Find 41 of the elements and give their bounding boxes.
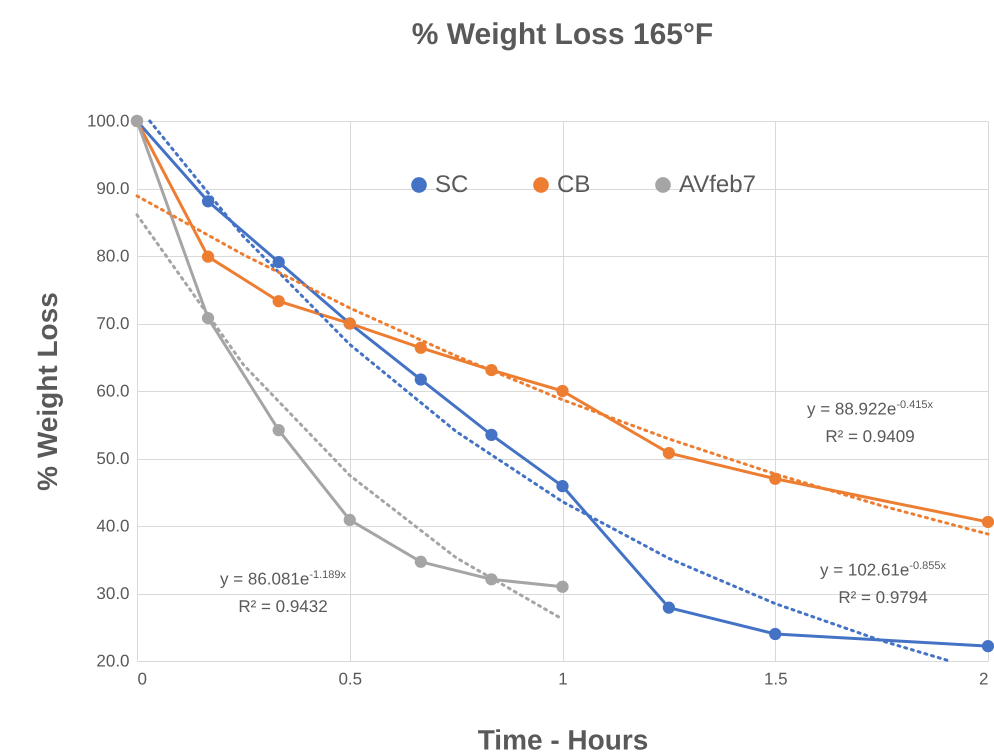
point: [414, 342, 427, 354]
y-tick-label: 80.0: [96, 246, 130, 266]
point: [272, 424, 285, 436]
y-axis-title: % Weight Loss: [32, 292, 63, 491]
x-tick-label: 1: [558, 670, 568, 688]
point: [662, 602, 675, 614]
y-tick-label: 20.0: [96, 652, 130, 670]
chart-title: % Weight Loss 165°F: [412, 18, 714, 51]
x-tick-label: 2: [979, 670, 988, 688]
y-tick-label: 90.0: [96, 179, 130, 198]
x-tick-label: 1.5: [764, 670, 788, 688]
point: [344, 514, 356, 526]
point: [414, 556, 427, 568]
x-tick-label: 0.5: [338, 670, 362, 688]
point: [982, 640, 994, 652]
point: [202, 195, 214, 208]
legend-label: CB: [557, 171, 590, 198]
x-tick-label: 0: [138, 670, 147, 688]
y-tick-label: 70.0: [96, 314, 130, 333]
point: [662, 446, 675, 460]
x-axis-title: Time - Hours: [478, 724, 648, 754]
point: [272, 295, 285, 308]
point: [769, 628, 782, 640]
y-tick-label: 40.0: [96, 516, 130, 536]
text: y = 88.922e$^{-0.415x}$ R² = 0.9409: [806, 399, 934, 446]
y-tick-label: 100.0: [86, 112, 130, 130]
text: y = 86.081e$^{-1.189x}$ R² = 0.9432: [220, 569, 346, 616]
point: [556, 384, 569, 398]
y-tick-label: 60.0: [96, 382, 130, 400]
point: [556, 580, 569, 593]
point: [485, 428, 498, 441]
legend-label: SC: [435, 171, 468, 198]
point: [414, 373, 427, 386]
legend-label: AVfeb7: [679, 171, 756, 198]
point: [272, 256, 285, 268]
point: [982, 516, 994, 528]
point: [556, 480, 569, 492]
point: [202, 250, 214, 263]
y-tick-label: 30.0: [96, 584, 130, 603]
text: y = 102.61e$^{-0.855x}$ R² = 0.9794: [820, 560, 946, 607]
y-tick-label: 50.0: [96, 449, 130, 468]
